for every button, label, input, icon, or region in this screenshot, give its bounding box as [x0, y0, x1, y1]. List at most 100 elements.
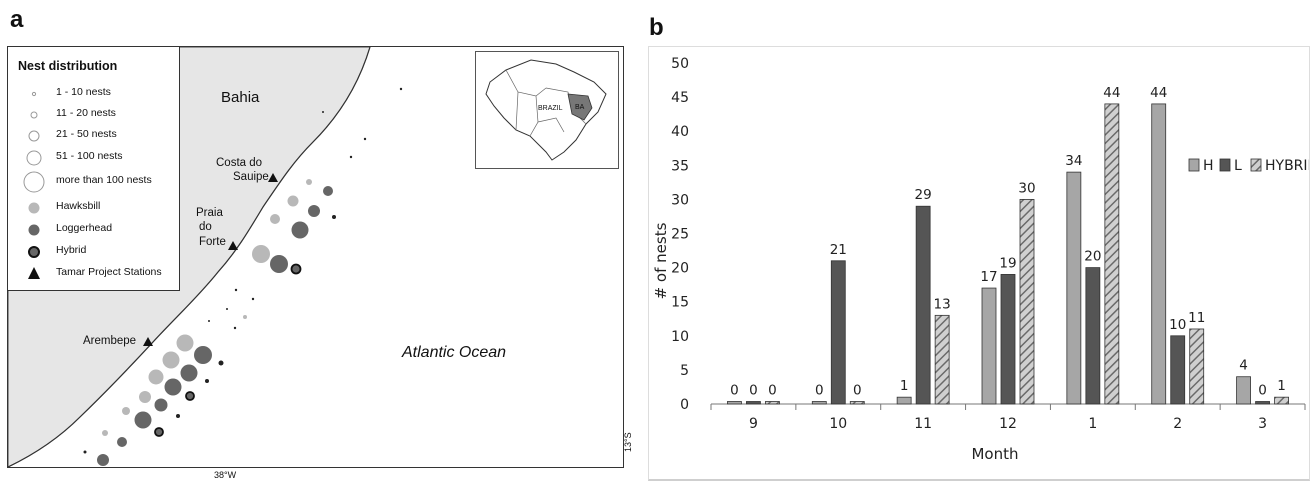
y-tick-label: 50 — [671, 56, 689, 72]
loggerhead-nest-marker — [135, 412, 152, 429]
bar-value-label: 17 — [980, 269, 997, 285]
bar-l-11 — [916, 206, 930, 404]
hawksbill-nest-marker — [102, 430, 108, 436]
bar-value-label: 10 — [1169, 317, 1186, 333]
bar-h-11 — [897, 397, 911, 404]
loggerhead-nest-marker — [97, 454, 109, 466]
y-tick-label: 45 — [671, 90, 689, 106]
brazil-inset-map: BRAZIL BA — [475, 51, 619, 169]
hawksbill-nest-marker — [270, 214, 280, 224]
small-nest-marker — [235, 289, 237, 291]
x-tick-label: 11 — [914, 416, 932, 432]
hawksbill-nest-marker — [163, 352, 180, 369]
legend-item-label: Hybrid — [56, 244, 86, 256]
loggerhead-nest-marker — [292, 222, 309, 239]
legend-item: 11 - 20 nests — [8, 104, 179, 124]
bar-value-label: 30 — [1018, 180, 1035, 196]
loggerhead-nest-marker — [165, 379, 182, 396]
legend-item: Tamar Project Stations — [8, 263, 179, 283]
bar-l-2 — [1171, 336, 1185, 404]
x-tick-label: 10 — [829, 416, 847, 432]
y-tick-label: 15 — [671, 295, 689, 311]
y-tick-label: 40 — [671, 124, 689, 140]
station-label-praia-line2: do — [199, 221, 212, 233]
small-nest-marker — [219, 361, 224, 366]
bar-hybrid-3 — [1275, 397, 1289, 404]
bar-value-label: 0 — [815, 383, 824, 399]
bar-value-label: 0 — [768, 383, 777, 399]
loggerhead-nest-marker — [155, 399, 168, 412]
small-nest-marker — [84, 451, 87, 454]
bar-value-label: 1 — [900, 378, 909, 394]
hybrid-circle-icon — [22, 241, 46, 261]
panel-a-letter: a — [10, 6, 23, 34]
nest-distribution-map: Nest distribution 1 - 10 nests 11 - 20 ne… — [7, 46, 624, 468]
panel-b-letter: b — [649, 14, 664, 42]
loggerhead-nest-marker — [270, 255, 288, 273]
bar-h-10 — [812, 402, 826, 405]
small-nest-marker — [226, 308, 228, 310]
legend-swatch-h — [1189, 159, 1199, 171]
hawksbill-nest-marker — [122, 407, 130, 415]
size-2-icon — [22, 104, 46, 124]
small-nest-marker — [208, 320, 210, 322]
y-tick-label: 10 — [671, 329, 689, 345]
bar-l-3 — [1256, 402, 1270, 405]
loggerhead-nest-marker — [181, 365, 198, 382]
bar-l-9 — [746, 402, 760, 405]
bar-l-12 — [1001, 274, 1015, 404]
hawksbill-nest-marker — [243, 315, 247, 319]
nests-by-month-chart: # of nests Month 0 5 10 15 20 25 30 35 40 45 50 9 10… — [648, 46, 1310, 481]
loggerhead-nest-marker — [308, 205, 320, 217]
hawksbill-nest-marker — [306, 179, 312, 185]
chart-canvas: # of nests Month 051015202530354045509 10… — [649, 47, 1309, 479]
small-nest-marker — [234, 327, 236, 329]
loggerhead-nest-marker — [323, 186, 333, 196]
bar-h-12 — [982, 288, 996, 404]
loggerhead-nest-marker — [117, 437, 127, 447]
inset-canvas: BRAZIL BA — [476, 52, 618, 168]
x-tick-label: 9 — [749, 416, 758, 432]
legend-item: Hybrid — [8, 241, 179, 261]
bar-h-3 — [1237, 377, 1251, 404]
hybrid-nest-marker — [186, 392, 194, 400]
bar-h-2 — [1152, 104, 1166, 404]
bar-value-label: 0 — [749, 383, 758, 399]
y-tick-label: 0 — [680, 397, 689, 413]
bar-value-label: 4 — [1239, 358, 1248, 374]
legend-item: 1 - 10 nests — [8, 83, 179, 103]
small-nest-marker — [332, 215, 336, 219]
legend-item: 21 - 50 nests — [8, 125, 179, 145]
hawksbill-circle-icon — [22, 197, 46, 217]
longitude-label: 38°W — [214, 470, 236, 480]
loggerhead-circle-icon — [22, 219, 46, 239]
latitude-label: 13°S — [623, 432, 633, 452]
bar-value-label: 21 — [830, 242, 847, 258]
small-nest-marker — [322, 111, 324, 113]
legend-item-label: 51 - 100 nests — [56, 150, 123, 162]
bar-value-label: 29 — [915, 187, 932, 203]
hawksbill-nest-marker — [177, 335, 194, 352]
small-nest-marker — [350, 156, 352, 158]
legend-item-label: 11 - 20 nests — [56, 107, 116, 119]
legend-item: more than 100 nests — [8, 171, 179, 191]
legend-item-label: 21 - 50 nests — [56, 128, 117, 140]
x-axis-title: Month — [971, 445, 1018, 463]
map-legend: Nest distribution 1 - 10 nests 11 - 20 ne… — [8, 47, 180, 291]
y-tick-label: 35 — [671, 158, 689, 174]
x-tick-label: 2 — [1173, 416, 1182, 432]
small-nest-marker — [364, 138, 366, 140]
bar-hybrid-9 — [765, 402, 779, 405]
hawksbill-nest-marker — [288, 196, 299, 207]
bar-value-label: 34 — [1065, 153, 1082, 169]
bar-hybrid-2 — [1190, 329, 1204, 404]
hybrid-nest-marker — [292, 265, 301, 274]
size-1-icon — [22, 83, 46, 103]
small-nest-marker — [252, 298, 254, 300]
y-tick-label: 5 — [680, 363, 689, 379]
legend-swatch-hybrid — [1251, 159, 1261, 171]
bar-h-9 — [727, 402, 741, 405]
y-tick-label: 30 — [671, 192, 689, 208]
x-tick-label: 3 — [1258, 416, 1267, 432]
hawksbill-nest-marker — [149, 370, 164, 385]
